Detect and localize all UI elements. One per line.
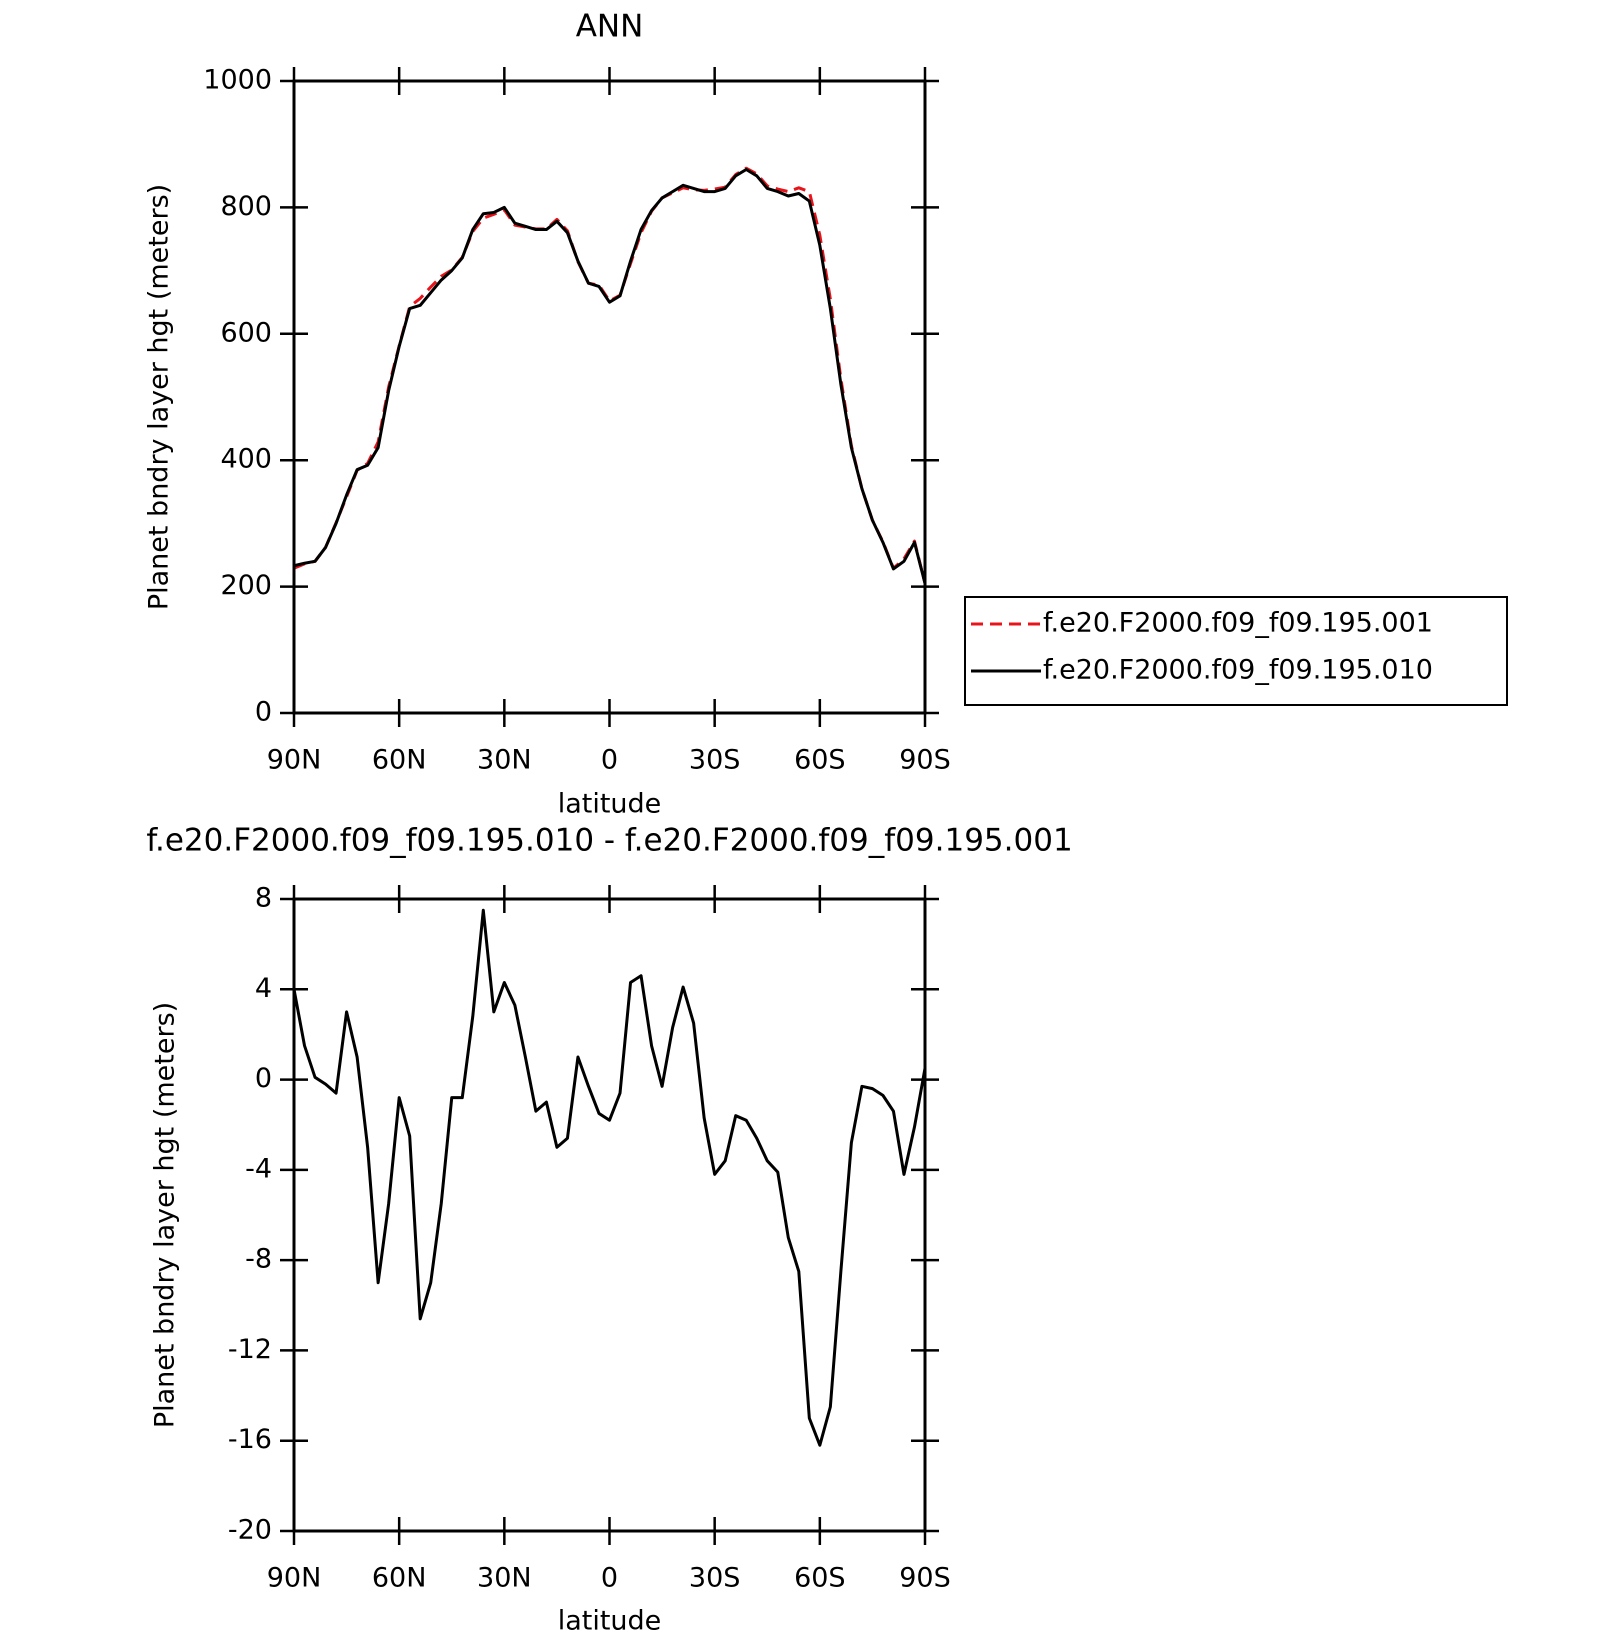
y-tick-label: 600: [220, 317, 272, 348]
x-axis-label: latitude: [558, 1606, 662, 1635]
y-axis-label: Planet bndry layer hgt (meters): [150, 1002, 181, 1428]
y-tick-label: -4: [245, 1153, 272, 1184]
x-tick-label: 60S: [794, 1563, 846, 1594]
x-tick-label: 30S: [689, 745, 741, 776]
y-tick-label: -20: [228, 1515, 272, 1546]
x-tick-label: 0: [601, 1563, 618, 1594]
y-tick-label: 1000: [203, 65, 272, 96]
y-axis-label: Planet bndry layer hgt (meters): [144, 184, 175, 610]
y-tick-label: 4: [255, 973, 272, 1004]
plot-frame: [292, 79, 927, 715]
x-tick-label: 60N: [372, 1563, 427, 1594]
plot-frame: [292, 897, 927, 1533]
y-tick-label: -12: [228, 1334, 272, 1365]
y-tick-label: 0: [255, 1063, 272, 1094]
series-line: [293, 167, 927, 584]
x-tick-label: 90N: [267, 1563, 322, 1594]
series-line: [293, 166, 927, 584]
x-tick-label: 30N: [477, 1563, 532, 1594]
y-tick-label: 200: [220, 570, 272, 601]
x-tick-label: 60S: [794, 745, 846, 776]
x-tick-label: 30N: [477, 745, 532, 776]
series-line: [292, 908, 927, 1447]
y-tick-label: -16: [228, 1424, 272, 1455]
x-tick-label: 90N: [267, 745, 322, 776]
y-tick-label: 800: [220, 191, 272, 222]
x-tick-label: 90S: [899, 1563, 951, 1594]
y-tick-label: 400: [220, 444, 272, 475]
chart-title: ANN: [576, 9, 644, 45]
x-tick-label: 0: [601, 745, 618, 776]
y-tick-label: -8: [245, 1244, 272, 1275]
legend-label: f.e20.F2000.f09_f09.195.001: [1043, 608, 1433, 639]
y-tick-label: 0: [255, 697, 272, 728]
x-tick-label: 30S: [689, 1563, 741, 1594]
x-tick-label: 60N: [372, 745, 427, 776]
x-axis-label: latitude: [558, 789, 662, 820]
legend-box: [964, 596, 1508, 706]
chart-title: f.e20.F2000.f09_f09.195.010 - f.e20.F200…: [146, 823, 1072, 859]
legend-label: f.e20.F2000.f09_f09.195.010: [1043, 655, 1433, 686]
x-tick-label: 90S: [899, 745, 951, 776]
y-tick-label: 8: [255, 883, 272, 914]
